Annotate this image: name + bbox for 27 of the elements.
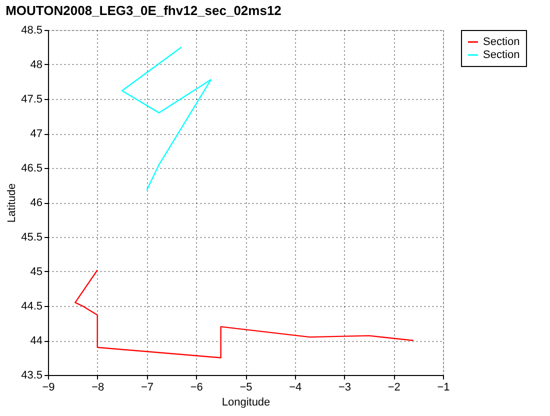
y-tick-label: 45.5	[21, 232, 42, 244]
y-axis-title: Latitude	[6, 183, 18, 223]
y-tick-label: 48	[30, 59, 42, 71]
y-tick-label: 47.5	[21, 94, 42, 106]
y-tick-label: 47	[30, 128, 42, 140]
x-axis-title: Longitude	[222, 396, 270, 408]
x-tick-label: −9	[42, 382, 55, 394]
legend-label: Section	[483, 36, 520, 48]
y-tick-label: 46	[30, 197, 42, 209]
x-tick-label: −8	[92, 382, 104, 394]
line-series	[121, 46, 212, 191]
x-tick-label: −7	[140, 382, 154, 394]
legend-label: Section	[483, 49, 520, 61]
x-tick-label: −1	[437, 382, 450, 394]
y-tick-label: 46.5	[21, 162, 42, 174]
x-tick-label: −4	[289, 382, 302, 394]
y-tick-label: 48.5	[21, 24, 42, 36]
x-tick-label: −6	[190, 382, 203, 394]
x-tick-label: −2	[388, 382, 400, 394]
x-tick-label: −5	[240, 382, 252, 394]
y-tick-label: 44	[30, 335, 42, 347]
x-tick-label: −3	[338, 382, 352, 394]
line-series	[74, 270, 414, 358]
y-tick-label: 43.5	[21, 370, 42, 382]
y-tick-label: 45	[30, 266, 42, 278]
y-tick-label: 44.5	[21, 300, 42, 312]
chart-title: MOUTON2008_LEG3_0E_fhv12_sec_02ms12	[6, 3, 282, 18]
